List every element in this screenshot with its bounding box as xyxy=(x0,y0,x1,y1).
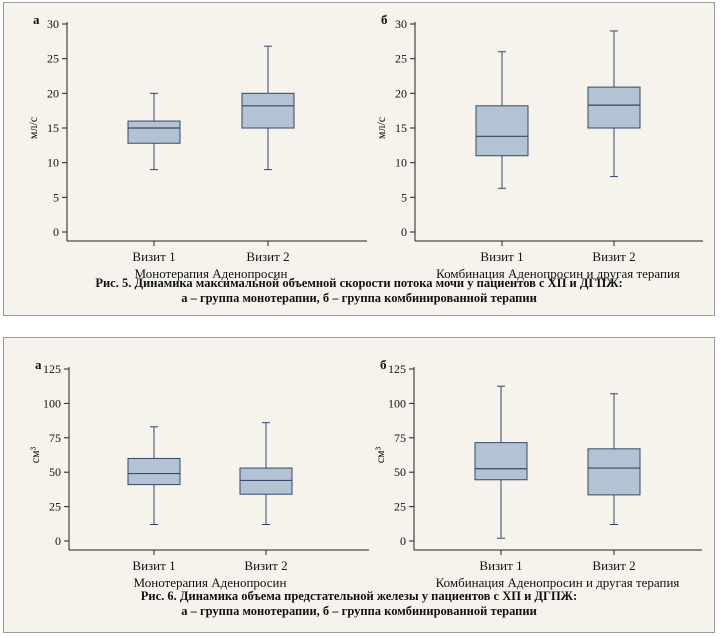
y-axis-label: мл/с xyxy=(374,117,388,139)
iqr-box xyxy=(475,105,529,157)
y-tick-label: 0 xyxy=(55,534,61,548)
y-tick-label: 125 xyxy=(388,362,406,376)
x-tick-label: Визит 2 xyxy=(592,249,635,264)
iqr-box xyxy=(587,86,641,129)
y-tick-label: 75 xyxy=(49,431,61,445)
panel-letter: б xyxy=(381,12,388,27)
group-label: Монотерапия Аденопросин xyxy=(135,266,288,281)
x-tick-label: Визит 2 xyxy=(592,558,635,573)
y-tick-label: 50 xyxy=(394,465,406,479)
y-tick-label: 15 xyxy=(47,121,59,135)
iqr-box xyxy=(587,448,641,496)
boxplot-fig6-b: б см³ 0 25 50 75 100 125 Визит 1 Визит 2 Комбинаци… xyxy=(373,357,702,590)
panel-letter: а xyxy=(35,357,42,372)
y-tick-label: 20 xyxy=(395,86,407,100)
x-tick-label: Визит 1 xyxy=(480,249,523,264)
iqr-box xyxy=(241,92,295,129)
figure-5-caption-line2: а – группа монотерапии, б – группа комби… xyxy=(181,291,537,305)
boxplot-fig5-a: а мл/с 0 5 10 15 20 25 30 Визит 1 Визит 2 Монотерап… xyxy=(26,12,367,281)
figure-5-charts: а мл/с 0 5 10 15 20 25 30 Визит 1 Визит 2 Монотерап… xyxy=(26,12,703,281)
iqr-box xyxy=(127,120,181,144)
boxplot-fig6-a: а см³ 0 25 50 75 100 125 Визит 1 Визит 2 Монотерап… xyxy=(28,357,369,590)
x-tick-label: Визит 1 xyxy=(479,558,522,573)
y-tick-label: 50 xyxy=(49,465,61,479)
panel-letter: б xyxy=(380,357,387,372)
figure-6-charts: а см³ 0 25 50 75 100 125 Визит 1 Визит 2 Монотерап… xyxy=(28,357,702,590)
box-2: Визит 2 xyxy=(587,393,641,573)
y-axis-label: см³ xyxy=(28,446,42,463)
figure-6-caption-line2: а – группа монотерапии, б – группа комби… xyxy=(181,604,537,618)
box-2: Визит 2 xyxy=(587,30,641,264)
y-tick-label: 0 xyxy=(53,225,59,239)
y-tick-label: 30 xyxy=(395,17,407,31)
group-label: Комбинация Аденопросин и другая терапия xyxy=(436,266,680,281)
group-label: Монотерапия Аденопросин xyxy=(134,575,287,590)
figure-6-panel: а см³ 0 25 50 75 100 125 Визит 1 Визит 2 Монотерап… xyxy=(3,337,715,633)
box-1: Визит 1 xyxy=(127,426,181,573)
y-tick-label: 25 xyxy=(49,500,61,514)
panel-letter: а xyxy=(33,12,40,27)
box-2: Визит 2 xyxy=(241,45,295,264)
y-tick-label: 125 xyxy=(43,362,61,376)
y-tick-label: 0 xyxy=(401,225,407,239)
box-1: Визит 1 xyxy=(475,51,529,264)
y-axis-label: см³ xyxy=(373,446,387,463)
y-tick-label: 30 xyxy=(47,17,59,31)
figure-5-caption: Рис. 5. Динамика максимальной объемной с… xyxy=(4,276,714,306)
x-tick-label: Визит 1 xyxy=(132,249,175,264)
y-tick-label: 25 xyxy=(395,52,407,66)
y-tick-label: 25 xyxy=(394,500,406,514)
y-tick-label: 5 xyxy=(401,190,407,204)
y-tick-label: 0 xyxy=(400,534,406,548)
iqr-box xyxy=(239,467,293,495)
figure-6-caption: Рис. 6. Динамика объема предстательной ж… xyxy=(4,589,714,619)
figure-5-caption-line1: Рис. 5. Динамика максимальной объемной с… xyxy=(95,276,623,290)
y-tick-label: 20 xyxy=(47,86,59,100)
y-tick-label: 75 xyxy=(394,431,406,445)
group-label: Комбинация Аденопросин и другая терапия xyxy=(436,575,680,590)
y-tick-label: 10 xyxy=(47,156,59,170)
y-tick-label: 100 xyxy=(43,396,61,410)
figure-6-caption-line1: Рис. 6. Динамика объема предстательной ж… xyxy=(140,589,578,603)
y-tick-label: 15 xyxy=(395,121,407,135)
box-1: Визит 1 xyxy=(127,92,181,264)
iqr-box xyxy=(127,457,181,486)
y-tick-label: 100 xyxy=(388,396,406,410)
box-2: Визит 2 xyxy=(239,422,293,573)
x-tick-label: Визит 2 xyxy=(246,249,289,264)
y-tick-label: 10 xyxy=(395,156,407,170)
box-1: Визит 1 xyxy=(474,385,528,573)
iqr-box xyxy=(474,442,528,481)
figure-5-panel: а мл/с 0 5 10 15 20 25 30 Визит 1 Визит 2 Монотерап… xyxy=(3,2,715,316)
y-tick-label: 25 xyxy=(47,52,59,66)
y-axis-label: мл/с xyxy=(26,117,40,139)
x-tick-label: Визит 1 xyxy=(132,558,175,573)
x-tick-label: Визит 2 xyxy=(244,558,287,573)
y-tick-label: 5 xyxy=(53,190,59,204)
boxplot-fig5-b: б мл/с 0 5 10 15 20 25 30 Визит 1 Визит 2 Комбинаци… xyxy=(374,12,703,281)
